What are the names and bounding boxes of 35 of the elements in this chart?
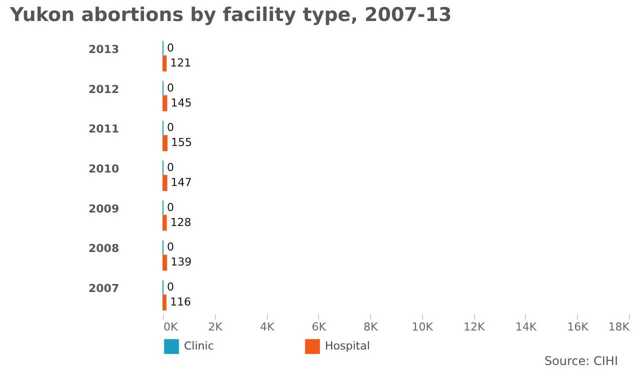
data-label: 0 (167, 121, 174, 134)
data-label: 139 (170, 256, 192, 269)
data-label: 147 (170, 176, 192, 189)
y-tick-label: 2008 (88, 242, 120, 256)
x-tick-label: 10K (412, 320, 434, 334)
data-label: 0 (167, 81, 174, 94)
y-tick-label: 2010 (88, 162, 120, 176)
data-label: 0 (167, 161, 174, 174)
source-note: Source: CIHI (544, 354, 618, 368)
data-label: 155 (171, 136, 192, 150)
x-tick-label: 0K (164, 320, 178, 334)
x-tick-label: 6K (312, 320, 327, 334)
y-tick-label: 2013 (88, 42, 120, 56)
x-tick-label: 8K (364, 320, 378, 334)
data-label: 145 (170, 96, 192, 110)
data-label: 0 (167, 240, 174, 254)
x-tick-label: 12K (464, 320, 486, 334)
x-tick-label: 14K (515, 320, 538, 334)
y-tick-label: 2009 (88, 202, 120, 216)
chart-title: Yukon abortions by facility type, 2007-13 (9, 4, 452, 26)
y-tick-label: 2011 (88, 122, 120, 136)
data-label: 128 (170, 216, 192, 229)
data-label: 116 (170, 296, 192, 309)
data-label: 0 (167, 280, 174, 294)
data-label: 121 (170, 56, 192, 70)
legend-label: Hospital (325, 340, 370, 353)
y-tick-label: 2007 (88, 282, 120, 296)
x-tick-label: 4K (260, 320, 275, 334)
x-tick-label: 2K (208, 320, 224, 334)
x-tick-label: 16K (567, 320, 590, 334)
x-tick-label: 18K (608, 320, 630, 334)
legend-label: Clinic (184, 340, 214, 353)
data-label: 0 (167, 200, 174, 214)
data-label: 0 (167, 41, 174, 54)
y-tick-label: 2012 (88, 82, 120, 96)
